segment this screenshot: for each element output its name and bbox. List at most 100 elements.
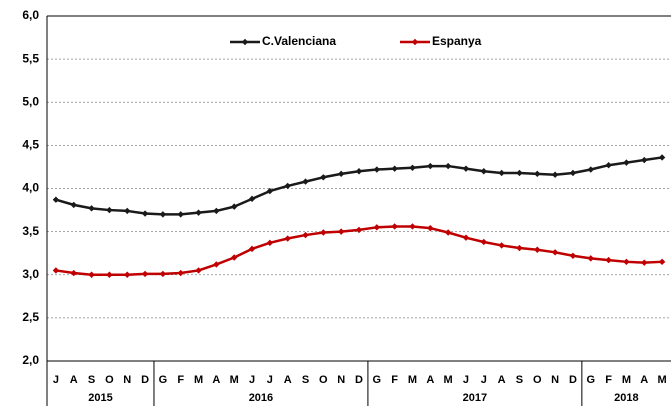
x-tick-label: S bbox=[302, 374, 309, 386]
marker bbox=[52, 196, 60, 203]
marker bbox=[177, 211, 184, 218]
x-tick-label: J bbox=[53, 374, 59, 386]
marker bbox=[498, 169, 505, 177]
x-tick-label: A bbox=[640, 374, 648, 386]
x-tick-label: M bbox=[194, 374, 203, 386]
marker bbox=[320, 174, 327, 181]
x-tick-label: G bbox=[159, 374, 168, 386]
marker bbox=[551, 249, 559, 256]
marker bbox=[355, 226, 363, 234]
marker bbox=[391, 223, 398, 230]
marker bbox=[391, 165, 398, 172]
marker bbox=[213, 261, 220, 268]
x-tick-label: A bbox=[426, 374, 434, 386]
marker bbox=[641, 156, 648, 164]
marker bbox=[337, 170, 345, 178]
marker bbox=[516, 169, 523, 177]
marker bbox=[320, 229, 327, 236]
x-tick-label: M bbox=[622, 374, 631, 386]
y-tick-label: 2,0 bbox=[22, 353, 39, 367]
marker bbox=[355, 168, 363, 175]
marker bbox=[569, 252, 577, 259]
marker bbox=[302, 231, 309, 239]
x-tick-label: M bbox=[444, 374, 453, 386]
marker bbox=[444, 162, 452, 170]
x-tick-label: G bbox=[373, 374, 382, 386]
x-tick-label: J bbox=[481, 374, 487, 386]
marker bbox=[480, 238, 487, 246]
series-line bbox=[55, 225, 663, 276]
marker bbox=[623, 258, 630, 266]
legend-marker bbox=[411, 38, 419, 46]
marker bbox=[141, 270, 149, 278]
marker bbox=[373, 224, 381, 231]
marker bbox=[248, 195, 256, 203]
x-tick-label: N bbox=[337, 374, 345, 386]
marker bbox=[124, 271, 131, 278]
x-tick-label: S bbox=[516, 374, 523, 386]
marker bbox=[302, 178, 309, 185]
year-label: 2018 bbox=[614, 392, 638, 404]
legend-marker bbox=[241, 38, 249, 46]
x-tick-label: A bbox=[498, 374, 506, 386]
marker bbox=[658, 154, 666, 161]
x-tick-label: O bbox=[105, 374, 114, 386]
marker bbox=[605, 256, 612, 264]
x-tick-label: J bbox=[267, 374, 273, 386]
x-tick-label: F bbox=[391, 374, 398, 386]
marker bbox=[658, 258, 666, 266]
marker bbox=[373, 166, 381, 173]
marker bbox=[480, 168, 487, 175]
marker bbox=[177, 269, 184, 277]
y-tick-label: 5,0 bbox=[22, 94, 39, 108]
year-label: 2016 bbox=[249, 392, 273, 404]
marker bbox=[159, 270, 167, 278]
marker bbox=[195, 267, 202, 274]
marker bbox=[70, 269, 77, 277]
marker bbox=[587, 255, 594, 262]
marker bbox=[52, 267, 60, 274]
marker bbox=[605, 162, 612, 169]
year-label: 2017 bbox=[463, 392, 487, 404]
x-tick-label: J bbox=[249, 374, 255, 386]
marker bbox=[427, 162, 434, 170]
marker bbox=[106, 206, 113, 214]
y-tick-label: 3,0 bbox=[22, 267, 39, 281]
x-tick-label: A bbox=[284, 374, 292, 386]
x-tick-label: F bbox=[177, 374, 184, 386]
marker bbox=[141, 210, 149, 217]
y-tick-label: 5,5 bbox=[22, 51, 39, 65]
marker bbox=[587, 166, 594, 173]
marker bbox=[409, 223, 416, 230]
marker bbox=[462, 165, 470, 172]
marker bbox=[444, 229, 452, 236]
x-tick-label: O bbox=[533, 374, 542, 386]
marker bbox=[266, 239, 274, 247]
marker bbox=[266, 187, 274, 195]
legend-label: Espanya bbox=[432, 34, 482, 48]
x-tick-label: O bbox=[319, 374, 328, 386]
marker bbox=[284, 182, 291, 190]
marker bbox=[248, 245, 256, 253]
x-tick-label: M bbox=[230, 374, 239, 386]
x-tick-label: J bbox=[463, 374, 469, 386]
legend-label: C.Valenciana bbox=[262, 34, 336, 48]
marker bbox=[641, 259, 648, 266]
x-tick-label: A bbox=[212, 374, 220, 386]
marker bbox=[231, 254, 238, 261]
marker bbox=[516, 244, 523, 252]
marker bbox=[88, 271, 95, 278]
x-tick-label: G bbox=[586, 374, 595, 386]
marker bbox=[534, 246, 541, 253]
x-tick-label: M bbox=[657, 374, 666, 386]
y-tick-label: 2,5 bbox=[22, 310, 39, 324]
marker bbox=[70, 201, 77, 209]
x-tick-label: A bbox=[70, 374, 78, 386]
marker bbox=[213, 207, 220, 215]
x-tick-label: F bbox=[605, 374, 612, 386]
marker bbox=[106, 271, 113, 278]
marker bbox=[88, 205, 95, 212]
marker bbox=[569, 169, 577, 177]
marker bbox=[195, 209, 202, 216]
